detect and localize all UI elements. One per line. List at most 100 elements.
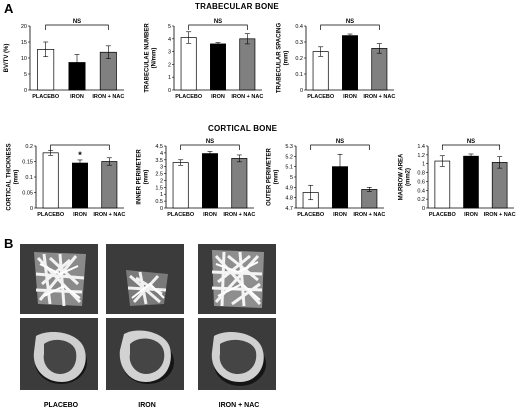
y-tick-label: 4.5 bbox=[155, 144, 163, 150]
y-tick-label: 0 bbox=[168, 88, 171, 94]
y-tick-label: 0.2 bbox=[295, 56, 303, 62]
trabecular-number-chart: 0 1 2 3 4 5 TRABECULAE NUMBER(N/mm) PLACEBO IRON… bbox=[145, 19, 264, 100]
category-label: IRON bbox=[211, 94, 225, 100]
y-tick-label: 1.5 bbox=[155, 185, 163, 191]
y-axis-label: TRABECULAR SPACING(mm) bbox=[277, 23, 290, 94]
bar-iron-nac bbox=[361, 189, 378, 209]
significance-label: * bbox=[78, 150, 82, 160]
y-axis-label: INNER PERIMETER(mm) bbox=[137, 149, 150, 205]
y-tick-label: 0.2 bbox=[417, 197, 425, 203]
y-tick-label: 0.15 bbox=[22, 160, 33, 166]
category-label: PLACEBO bbox=[32, 94, 60, 100]
bar-placebo bbox=[434, 160, 451, 209]
y-tick-label: 0 bbox=[422, 206, 425, 212]
category-label: IRON + NAC bbox=[363, 94, 395, 100]
trabecular-image-iron bbox=[106, 244, 184, 314]
trabecular-structure-icon bbox=[34, 252, 86, 307]
cortical-section-title: CORTICAL BONE bbox=[208, 124, 278, 133]
category-label: PLACEBO bbox=[297, 212, 325, 218]
y-tick-label: 5 bbox=[24, 72, 27, 78]
image-label-iron-nac: IRON + NAC bbox=[218, 402, 260, 409]
outer-perimeter-chart: 4.7 4.8 4.9 5 5.1 5.2 5.3 OUTER PERIMETER(mm) PL… bbox=[267, 139, 386, 218]
y-tick-label: 0 bbox=[300, 88, 303, 94]
y-tick-label: 0.1 bbox=[25, 175, 33, 181]
cortical-ring-icon bbox=[33, 332, 87, 384]
image-label-placebo: PLACEBO bbox=[43, 402, 79, 409]
y-tick-label: 5.2 bbox=[285, 154, 293, 160]
y-tick-label: 3 bbox=[168, 50, 171, 56]
category-label: IRON + NAC bbox=[484, 212, 516, 218]
category-label: IRON bbox=[464, 212, 478, 218]
y-tick-label: 4 bbox=[168, 37, 171, 43]
bar-iron bbox=[72, 162, 88, 209]
bar-placebo bbox=[180, 37, 197, 91]
cortical-image-iron-nac bbox=[198, 318, 276, 390]
category-label: PLACEBO bbox=[167, 212, 195, 218]
y-tick-label: 3 bbox=[160, 165, 163, 171]
y-tick-label: 1 bbox=[160, 192, 163, 198]
y-tick-label: 0 bbox=[160, 206, 163, 212]
bar-iron bbox=[210, 43, 226, 91]
category-label: PLACEBO bbox=[175, 94, 203, 100]
category-label: IRON + NAC bbox=[231, 94, 263, 100]
cortical-thickness-chart: 0 0.05 0.1 0.15 0.2 CORTICAL THICKNESS(mm) PLA… bbox=[7, 143, 126, 218]
y-tick-label: 0.5 bbox=[155, 199, 163, 205]
significance-label: NS bbox=[336, 139, 344, 145]
significance-label: NS bbox=[346, 19, 354, 25]
significance-bracket bbox=[50, 144, 110, 150]
cortical-image-iron bbox=[106, 318, 184, 390]
y-axis-label: CORTICAL THICKNESS(mm) bbox=[7, 143, 20, 210]
significance-label: NS bbox=[206, 139, 214, 145]
significance-bracket bbox=[188, 24, 248, 30]
y-tick-label: 0.8 bbox=[417, 171, 425, 177]
bar-iron bbox=[342, 35, 358, 91]
cortical-ring-icon bbox=[119, 330, 174, 384]
y-tick-label: 4.7 bbox=[285, 206, 293, 212]
y-tick-label: 2.5 bbox=[155, 172, 163, 178]
y-tick-label: 2 bbox=[168, 62, 171, 68]
y-tick-label: 0.4 bbox=[295, 24, 303, 30]
trabecular-spacing-chart: 0 0.1 0.2 0.3 0.4 TRABECULAR SPACING(mm) PLACE… bbox=[277, 19, 396, 100]
bar-iron-nac bbox=[371, 48, 388, 91]
y-tick-label: 20 bbox=[21, 24, 27, 30]
bar-iron-nac bbox=[491, 162, 508, 209]
y-tick-label: 0.1 bbox=[295, 72, 303, 78]
y-tick-label: 1.4 bbox=[417, 144, 425, 150]
y-axis-label: BV/TV (%) bbox=[4, 44, 10, 73]
y-tick-label: 5 bbox=[168, 24, 171, 30]
y-tick-label: 0.4 bbox=[417, 188, 425, 194]
significance-label: NS bbox=[467, 139, 475, 145]
y-tick-label: 0 bbox=[30, 206, 33, 212]
bar-placebo bbox=[42, 152, 59, 209]
trabecular-image-iron-nac bbox=[198, 244, 276, 314]
category-label: IRON bbox=[73, 212, 87, 218]
y-axis-label: TRABECULAE NUMBER(N/mm) bbox=[145, 23, 158, 93]
y-tick-label: 4.8 bbox=[285, 196, 293, 202]
category-label: IRON bbox=[203, 212, 217, 218]
category-label: PLACEBO bbox=[307, 94, 335, 100]
significance-bracket bbox=[441, 144, 501, 150]
trabecular-structure-icon bbox=[211, 250, 264, 308]
panel-b-letter: B bbox=[4, 236, 14, 251]
trabecular-image-placebo bbox=[20, 244, 98, 314]
y-tick-label: 5.3 bbox=[285, 144, 293, 150]
category-label: IRON bbox=[343, 94, 357, 100]
y-tick-label: 2 bbox=[160, 178, 163, 184]
y-tick-label: 5.1 bbox=[285, 165, 293, 171]
bar-iron-nac bbox=[231, 158, 248, 209]
bvtv-chart: 0 5 10 15 20 BV/TV (%) PLACEBO IRON IRON + NAC NS bbox=[4, 19, 124, 100]
bar-iron-nac bbox=[239, 38, 256, 91]
category-label: IRON bbox=[70, 94, 84, 100]
bar-placebo bbox=[172, 162, 189, 209]
y-tick-label: 1 bbox=[168, 75, 171, 81]
inner-perimeter-chart: 00.511.522.533.544.5 INNER PERIMETER(mm) P… bbox=[137, 139, 256, 218]
significance-bracket bbox=[310, 144, 370, 150]
y-tick-label: 0.6 bbox=[417, 179, 425, 185]
category-label: IRON + NAC bbox=[92, 94, 124, 100]
bar-iron bbox=[463, 155, 479, 209]
significance-bracket bbox=[320, 24, 380, 30]
trabecular-structure-icon bbox=[126, 270, 168, 306]
significance-bracket bbox=[180, 144, 240, 150]
cortical-ring-icon bbox=[211, 332, 266, 386]
category-label: PLACEBO bbox=[37, 212, 65, 218]
